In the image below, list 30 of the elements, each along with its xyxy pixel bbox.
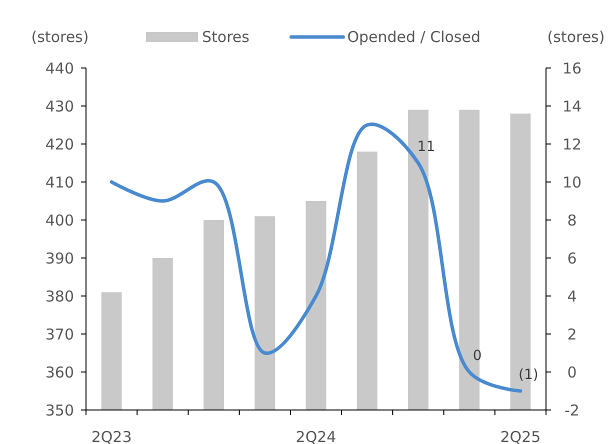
y2-tick-label: 0 bbox=[567, 363, 577, 382]
y2-tick-label: 14 bbox=[562, 97, 582, 116]
data-label: 0 bbox=[472, 348, 482, 364]
y-tick-label: 350 bbox=[45, 401, 74, 420]
y2-axis-title: (stores) bbox=[547, 28, 605, 46]
y2-tick-label: 16 bbox=[562, 59, 582, 78]
x-tick-label: 2Q25 bbox=[500, 428, 541, 444]
y-tick-label: 420 bbox=[45, 135, 74, 154]
y2-tick-label: 12 bbox=[562, 135, 582, 154]
y2-tick-label: 2 bbox=[567, 325, 577, 344]
y2-tick-label: 6 bbox=[567, 249, 577, 268]
y-tick-label: 440 bbox=[45, 59, 74, 78]
y-tick-label: 400 bbox=[45, 211, 74, 230]
legend-label: Opended / Closed bbox=[347, 28, 481, 46]
y-axis-title: (stores) bbox=[31, 28, 89, 46]
y2-tick-label: -2 bbox=[564, 401, 580, 420]
y-tick-label: 390 bbox=[45, 249, 74, 268]
y-tick-label: 410 bbox=[45, 173, 74, 192]
y-tick-label: 370 bbox=[45, 325, 74, 344]
y2-tick-label: 4 bbox=[567, 287, 577, 306]
y2-tick-label: 10 bbox=[562, 173, 582, 192]
x-tick-label: 2Q23 bbox=[91, 428, 132, 444]
x-tick-label: 2Q24 bbox=[296, 428, 336, 444]
y-tick-label: 430 bbox=[45, 97, 74, 116]
y-tick-label: 360 bbox=[45, 363, 74, 382]
data-label: 11 bbox=[417, 139, 436, 155]
y-tick-label: 380 bbox=[45, 287, 74, 306]
y2-tick-label: 8 bbox=[567, 211, 577, 230]
data-label: (1) bbox=[518, 367, 538, 383]
legend-label: Stores bbox=[202, 28, 250, 46]
